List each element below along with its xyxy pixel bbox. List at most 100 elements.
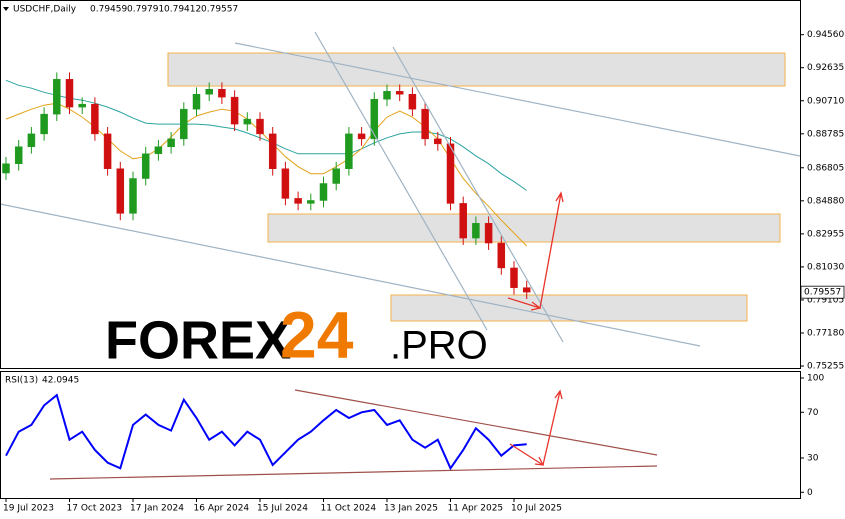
candle-body xyxy=(459,203,467,239)
watermark: FOREX 24 .PRO xyxy=(105,297,488,371)
x-tick-label: 11 Apr 2025 xyxy=(448,504,504,514)
indicator-title: RSI(13) xyxy=(5,376,38,386)
candle-body xyxy=(408,93,417,110)
header-value: 0.79412 xyxy=(164,5,201,15)
zone xyxy=(390,294,748,322)
watermark-text: .PRO xyxy=(390,324,488,368)
annotations-under xyxy=(167,52,786,322)
y-tick-label: 0.94560 xyxy=(807,30,844,40)
candle-body xyxy=(434,138,442,145)
candle-body xyxy=(268,133,277,169)
candle-body xyxy=(40,113,48,135)
candle-body xyxy=(294,198,302,204)
candle-body xyxy=(167,138,175,148)
y-tick-label: 0.77180 xyxy=(807,328,844,338)
symbol: USDCHF,Daily xyxy=(13,5,77,15)
y-tick-label: 0.92635 xyxy=(807,63,844,73)
candle-body xyxy=(281,168,290,199)
arrow xyxy=(542,389,563,466)
line xyxy=(5,79,527,191)
candle-body xyxy=(484,223,493,244)
watermark-text: FOREX xyxy=(105,310,291,370)
x-tick-label: 15 Jul 2024 xyxy=(257,504,308,514)
y-tick-label: 0.75255 xyxy=(807,362,844,372)
candle-body xyxy=(307,200,315,204)
candle-body xyxy=(497,242,506,269)
candle-body xyxy=(332,168,340,184)
trend-line xyxy=(234,42,801,157)
y-tick-label: 0.82955 xyxy=(807,229,844,239)
x-tick-label: 13 Jan 2025 xyxy=(384,504,438,514)
x-tick-label: 16 Apr 2024 xyxy=(194,504,250,514)
trend-line xyxy=(294,389,658,456)
panel-frame xyxy=(0,0,801,369)
y-tick-label: 70 xyxy=(807,408,819,418)
panel-frame xyxy=(0,371,801,499)
header-value: 0.79557 xyxy=(201,5,238,15)
candle-body xyxy=(230,96,239,125)
candle-body xyxy=(192,93,201,110)
price-tag-box xyxy=(800,285,845,299)
candle-body xyxy=(383,91,391,100)
trend-line xyxy=(314,31,488,331)
header-value: 0.79791 xyxy=(127,5,164,15)
candle-body xyxy=(421,108,429,140)
candle-body xyxy=(256,118,264,135)
candle-body xyxy=(205,89,213,95)
candle-body xyxy=(218,89,226,98)
trend-line xyxy=(392,46,564,343)
candle-body xyxy=(78,103,86,108)
candle-body xyxy=(472,223,480,239)
candle-body xyxy=(91,103,99,135)
watermark-text: 24 xyxy=(280,297,354,371)
y-tick-label: 0.86805 xyxy=(807,163,844,173)
candle-body xyxy=(14,146,23,164)
candle-body xyxy=(370,98,379,140)
marks xyxy=(2,72,531,471)
candle-body xyxy=(65,79,74,108)
indicator-value: 42.0945 xyxy=(42,376,79,386)
y-tick-label: 0.81030 xyxy=(807,262,844,272)
candle-body xyxy=(345,133,353,169)
x-tick-label: 11 Oct 2024 xyxy=(321,504,377,514)
header: USDCHF,Daily 0.79459 0.79791 0.79412 0.7… xyxy=(3,5,238,386)
candle-body xyxy=(27,133,36,148)
candle-body xyxy=(141,153,150,179)
zone xyxy=(267,213,781,243)
y-tick-label: 100 xyxy=(807,374,824,384)
y-tick-label: 0.90710 xyxy=(807,96,844,106)
y-tick-label: 0.79105 xyxy=(807,295,844,305)
frames xyxy=(0,0,801,499)
trend-line xyxy=(0,203,701,347)
candle-body xyxy=(319,183,328,201)
y-tick-label: 30 xyxy=(807,454,819,464)
candle-body xyxy=(129,178,137,214)
candle-body xyxy=(2,163,10,174)
candle-body xyxy=(510,267,518,288)
trend-lines xyxy=(0,31,801,480)
x-tick-label: 10 Jul 2025 xyxy=(511,504,562,514)
arrow xyxy=(539,191,564,309)
header-icon xyxy=(3,7,9,11)
x-tick-label: 17 Oct 2023 xyxy=(67,504,123,514)
header-value: 0.79459 xyxy=(90,5,127,15)
candle-body xyxy=(154,146,163,155)
candle-body xyxy=(522,287,531,293)
candle-body xyxy=(103,133,112,169)
y-tick-label: 0.84880 xyxy=(807,196,844,206)
candle-body xyxy=(53,79,61,115)
x-tick-label: 17 Jan 2024 xyxy=(130,504,184,514)
price-tag: 0.79557 xyxy=(804,288,841,298)
candle-body xyxy=(357,133,366,140)
line xyxy=(5,393,527,471)
axes: 0.94560 0.92635 0.90710 0.88785 0.86805 0.848… xyxy=(3,30,844,513)
candle-body xyxy=(446,143,455,204)
candle-body xyxy=(243,118,252,125)
zone xyxy=(167,52,786,87)
y-tick-label: 0 xyxy=(807,488,813,498)
trend-line xyxy=(49,465,658,480)
candle-body xyxy=(395,91,404,95)
candle-body xyxy=(116,168,125,214)
candle-body xyxy=(180,108,188,140)
